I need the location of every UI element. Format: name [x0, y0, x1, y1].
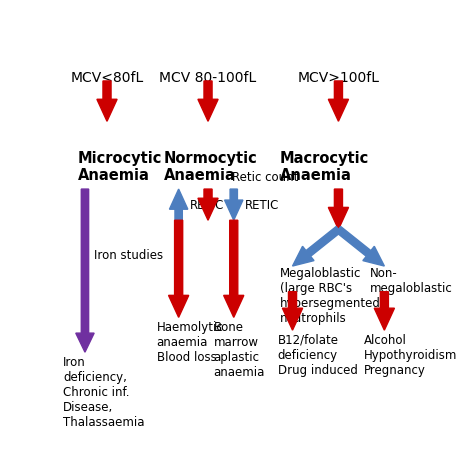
- FancyArrow shape: [374, 292, 394, 330]
- FancyArrow shape: [224, 220, 244, 317]
- Text: RETIC: RETIC: [190, 199, 224, 212]
- Text: Bone
marrow
aplastic
anaemia: Bone marrow aplastic anaemia: [213, 321, 265, 379]
- FancyArrow shape: [328, 189, 348, 229]
- Text: MCV 80-100fL: MCV 80-100fL: [159, 71, 256, 85]
- Text: Microcytic
Anaemia: Microcytic Anaemia: [78, 150, 162, 183]
- Text: Iron
deficiency,
Chronic inf.
Disease,
Thalassaemia: Iron deficiency, Chronic inf. Disease, T…: [63, 356, 145, 429]
- Text: MCV>100fL: MCV>100fL: [298, 71, 379, 85]
- FancyArrow shape: [169, 189, 188, 220]
- Text: Retic count: Retic count: [232, 170, 298, 184]
- Text: Alcohol
Hypothyroidism
Pregnancy: Alcohol Hypothyroidism Pregnancy: [364, 334, 457, 377]
- Text: Haemolytic
anaemia
Blood loss: Haemolytic anaemia Blood loss: [156, 321, 223, 364]
- Text: Macrocytic
Anaemia: Macrocytic Anaemia: [280, 150, 369, 183]
- FancyArrow shape: [169, 220, 189, 317]
- FancyArrow shape: [283, 292, 302, 330]
- Text: B12/folate
deficiency
Drug induced: B12/folate deficiency Drug induced: [278, 334, 358, 377]
- FancyArrow shape: [198, 81, 218, 121]
- FancyArrow shape: [198, 189, 218, 220]
- FancyArrow shape: [292, 227, 341, 266]
- FancyArrow shape: [336, 227, 384, 266]
- FancyArrow shape: [225, 189, 243, 220]
- FancyArrow shape: [328, 81, 348, 121]
- Text: Megaloblastic
(large RBC's
hypersegmented
neutrophils: Megaloblastic (large RBC's hypersegmente…: [280, 267, 381, 325]
- FancyArrow shape: [76, 189, 94, 352]
- Text: MCV<80fL: MCV<80fL: [70, 71, 144, 85]
- FancyArrow shape: [97, 81, 117, 121]
- Text: RETIC: RETIC: [245, 199, 279, 212]
- Text: Non-
megaloblastic: Non- megaloblastic: [370, 267, 452, 295]
- Text: Normocytic
Anaemia: Normocytic Anaemia: [164, 150, 258, 183]
- Text: Iron studies: Iron studies: [94, 249, 163, 262]
